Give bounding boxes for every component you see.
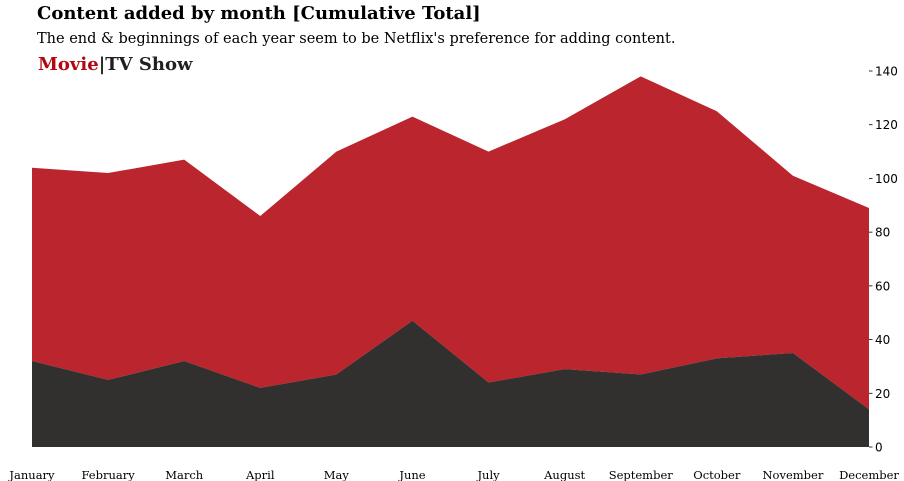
chart-areas bbox=[32, 76, 869, 447]
x-axis: January February March April May June July Augu… bbox=[8, 468, 899, 481]
y-tick-label: 60 bbox=[875, 279, 890, 293]
y-tick-label: 0 bbox=[875, 441, 883, 455]
legend-item-tv-show: TV Show bbox=[105, 54, 193, 75]
x-tick-label: April bbox=[245, 468, 275, 481]
x-tick-label: November bbox=[762, 468, 823, 481]
x-tick-label: May bbox=[324, 468, 350, 481]
y-tick-label: 120 bbox=[875, 118, 898, 132]
chart-subtitle: The end & beginnings of each year seem t… bbox=[37, 31, 676, 47]
x-tick-label: July bbox=[476, 468, 500, 481]
x-tick-label: June bbox=[398, 468, 425, 481]
x-tick-label: March bbox=[165, 468, 204, 481]
x-tick-label: September bbox=[609, 468, 674, 481]
y-tick-label: 140 bbox=[875, 65, 898, 79]
legend-separator: | bbox=[98, 54, 106, 75]
x-tick-label: December bbox=[839, 468, 899, 481]
y-tick-label: 40 bbox=[875, 333, 890, 347]
x-tick-label: January bbox=[8, 468, 55, 481]
legend-item-movie: Movie bbox=[38, 54, 99, 75]
x-tick-label: August bbox=[543, 468, 585, 481]
y-tick-label: 20 bbox=[875, 387, 890, 401]
legend: Movie|TV Show bbox=[38, 54, 192, 75]
x-tick-label: October bbox=[693, 468, 741, 481]
series-movie-area bbox=[32, 76, 869, 410]
x-tick-label: February bbox=[81, 468, 135, 481]
series-tv-show-area bbox=[32, 320, 869, 447]
chart-title: Content added by month [Cumulative Total… bbox=[37, 3, 481, 24]
y-tick-label: 100 bbox=[875, 172, 898, 186]
y-axis: 0 20 40 60 80 100 120 140 bbox=[869, 65, 898, 455]
y-tick-label: 80 bbox=[875, 226, 890, 240]
